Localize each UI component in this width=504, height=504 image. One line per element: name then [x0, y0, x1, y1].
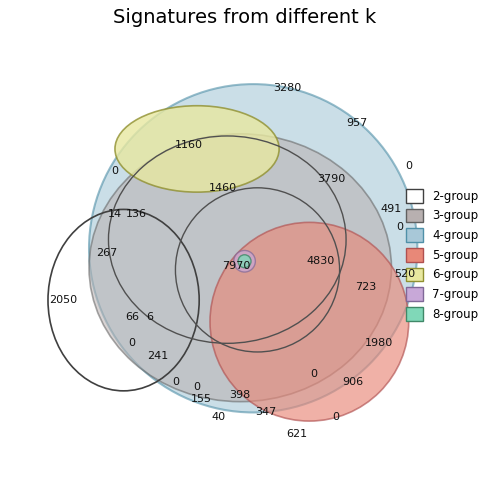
Text: 491: 491	[381, 205, 402, 214]
Text: 7970: 7970	[222, 261, 250, 271]
Text: 136: 136	[126, 209, 147, 219]
Text: 347: 347	[256, 407, 277, 417]
Legend: 2-group, 3-group, 4-group, 5-group, 6-group, 7-group, 8-group: 2-group, 3-group, 4-group, 5-group, 6-gr…	[403, 185, 482, 324]
Text: 0: 0	[332, 412, 339, 422]
Text: 4830: 4830	[306, 256, 334, 266]
Text: 957: 957	[346, 118, 367, 128]
Text: 520: 520	[394, 269, 415, 279]
Ellipse shape	[89, 134, 392, 402]
Text: 14: 14	[108, 209, 122, 219]
Text: 0: 0	[310, 368, 317, 379]
Text: 3280: 3280	[274, 84, 302, 93]
Text: 66: 66	[125, 312, 139, 323]
Ellipse shape	[234, 250, 256, 272]
Ellipse shape	[115, 106, 279, 192]
Ellipse shape	[238, 255, 251, 268]
Text: 723: 723	[355, 282, 376, 292]
Ellipse shape	[210, 222, 409, 421]
Text: 0: 0	[194, 382, 201, 392]
Text: 1980: 1980	[364, 338, 393, 348]
Text: 2050: 2050	[49, 295, 77, 305]
Text: 0: 0	[172, 377, 179, 387]
Text: 0: 0	[397, 222, 404, 232]
Text: 621: 621	[286, 429, 307, 439]
Text: 398: 398	[230, 390, 251, 400]
Title: Signatures from different k: Signatures from different k	[113, 9, 376, 27]
Text: 0: 0	[111, 165, 118, 175]
Text: 267: 267	[96, 247, 117, 258]
Text: 0: 0	[129, 338, 136, 348]
Text: 241: 241	[148, 351, 169, 361]
Text: 155: 155	[191, 395, 212, 405]
Text: 3790: 3790	[317, 174, 345, 184]
Text: 1160: 1160	[174, 140, 203, 150]
Text: 906: 906	[342, 377, 363, 387]
Text: 0: 0	[405, 161, 412, 171]
Text: 40: 40	[212, 412, 226, 422]
Text: 1460: 1460	[209, 183, 237, 193]
Text: 6: 6	[146, 312, 153, 323]
Ellipse shape	[89, 84, 417, 412]
